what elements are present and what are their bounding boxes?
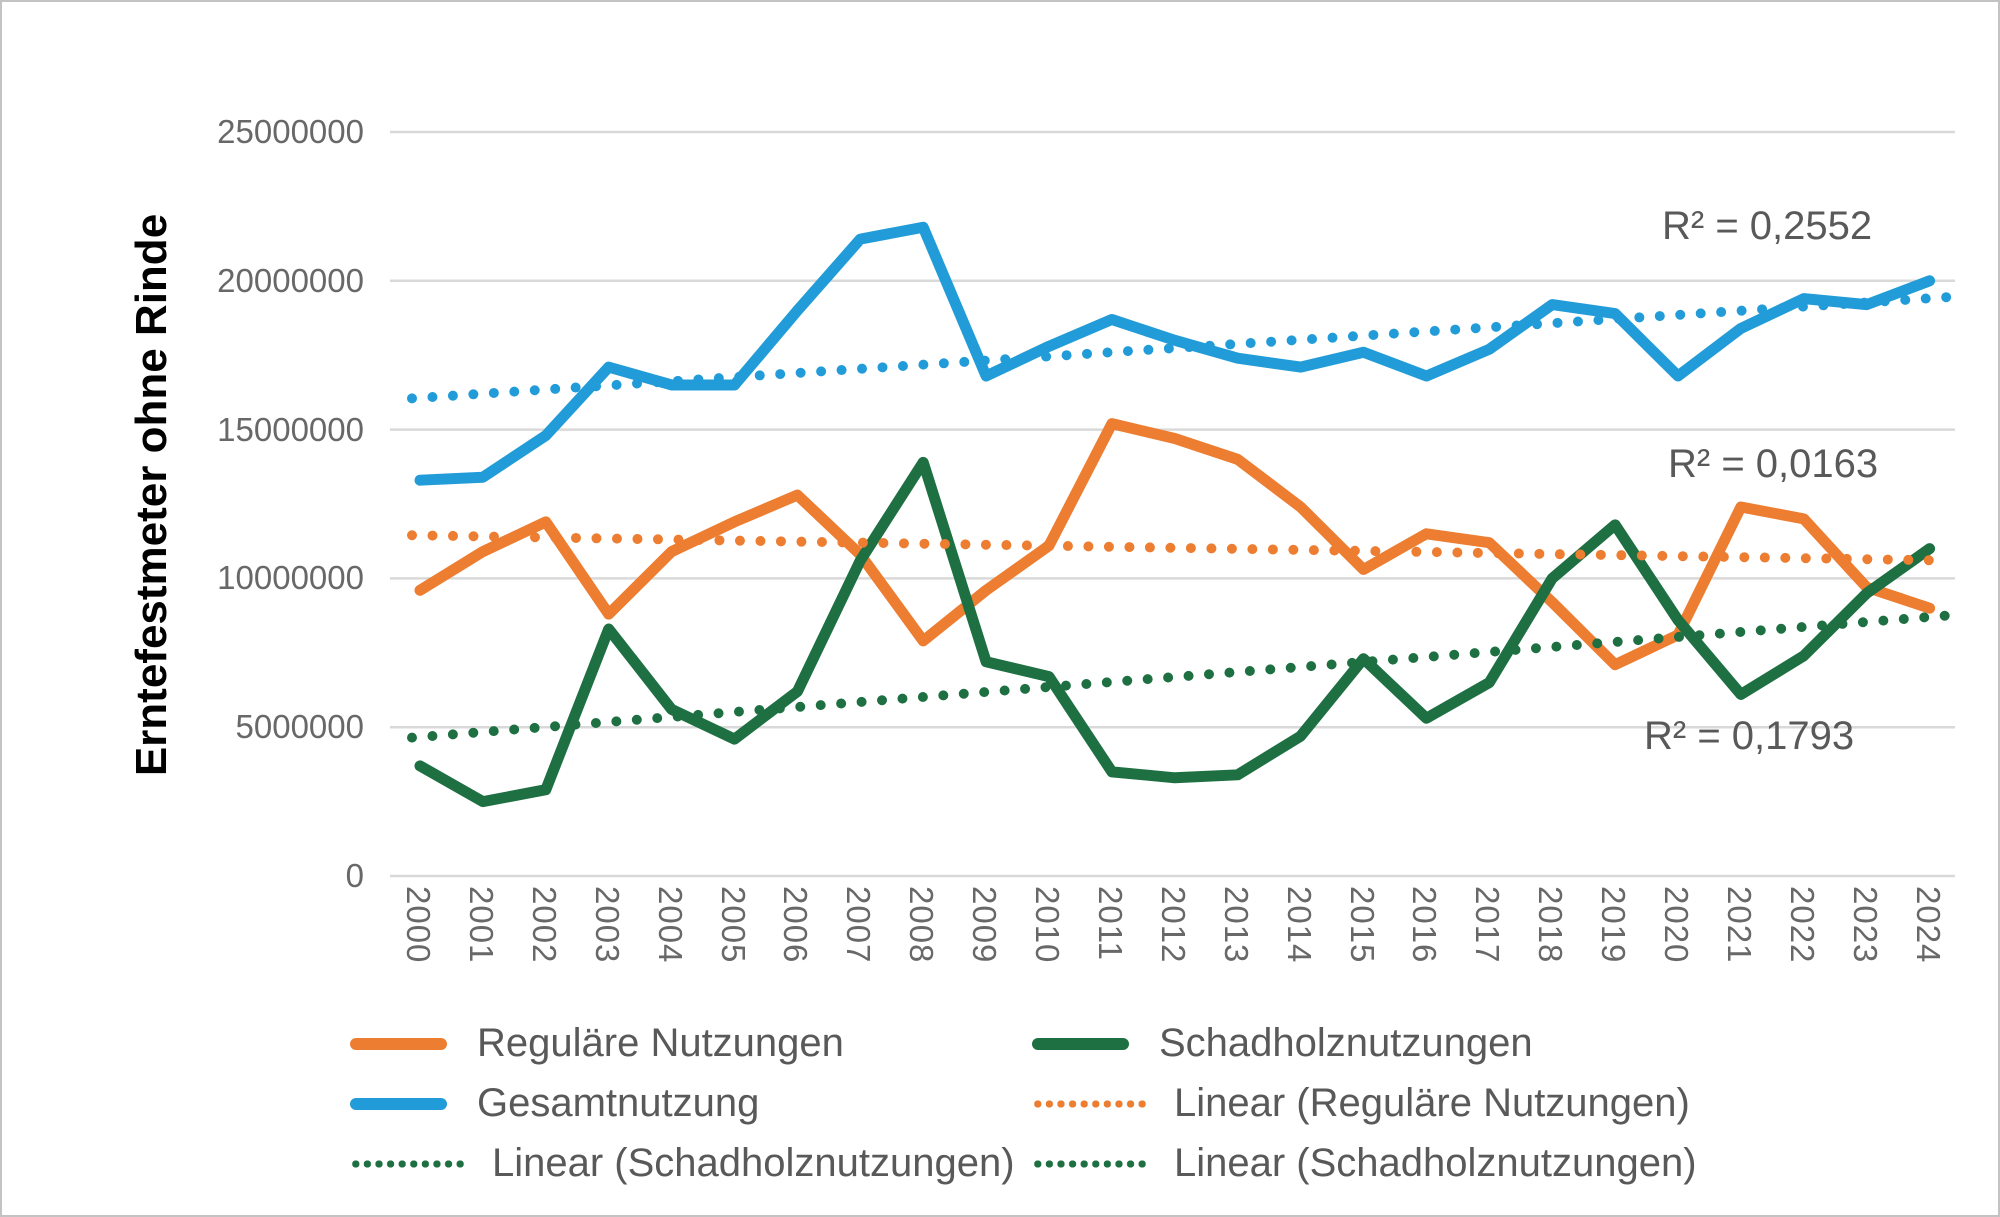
chart-legend: Reguläre Nutzungen Schadholznutzungen Ge… <box>350 1020 1790 1187</box>
x-tick-label: 2005 <box>714 886 752 964</box>
x-tick-label: 2016 <box>1406 886 1444 964</box>
x-tick-label: 2011 <box>1091 886 1129 961</box>
y-tick-label: 25000000 <box>217 113 364 150</box>
r2-annotation-gesamtnutzung: R² = 0,2552 <box>1662 204 1873 248</box>
legend-item-schadholznutzungen: Schadholznutzungen <box>1032 1020 1790 1067</box>
legend-item-linear-schadholz-2: Linear (Schadholznutzungen) <box>1032 1140 1790 1187</box>
x-tick-label: 2017 <box>1469 886 1507 964</box>
legend-marker-solid-line <box>350 1037 447 1050</box>
y-tick-label: 15000000 <box>217 410 364 448</box>
legend-label: Gesamtnutzung <box>477 1081 760 1125</box>
x-tick-label: 2006 <box>777 886 815 964</box>
x-tick-label: 2020 <box>1658 886 1695 964</box>
x-tick-label: 2019 <box>1595 886 1633 964</box>
x-tick-label: 2013 <box>1217 886 1255 964</box>
legend-marker-solid-line <box>350 1097 447 1110</box>
x-tick-label: 2022 <box>1783 886 1821 964</box>
x-tick-label: 2003 <box>588 886 626 964</box>
x-tick-label: 2009 <box>966 886 1004 964</box>
x-tick-label: 2021 <box>1720 886 1758 964</box>
series-line-gesamtnutzung <box>414 221 1936 486</box>
legend-marker-dotted-line <box>350 1157 466 1170</box>
y-tick-label: 10000000 <box>217 559 364 597</box>
x-tick-label: 2002 <box>525 886 563 964</box>
y-tick-label: 0 <box>345 857 364 894</box>
legend-marker-dotted-line <box>1032 1097 1148 1110</box>
x-tick-label: 2008 <box>903 886 941 964</box>
x-tick-label: 2000 <box>400 886 437 964</box>
legend-label: Linear (Reguläre Nutzungen) <box>1174 1081 1690 1125</box>
legend-label: Schadholznutzungen <box>1159 1021 1533 1065</box>
x-tick-label: 2024 <box>1909 886 1947 964</box>
r2-annotation-regulaere: R² = 0,0163 <box>1668 442 1879 486</box>
x-tick-label: 2015 <box>1343 886 1381 964</box>
x-tick-label: 2018 <box>1532 886 1570 964</box>
x-tick-label: 2007 <box>840 886 878 964</box>
x-tick-label: 2010 <box>1029 886 1066 964</box>
series-line-schadholznutzungen <box>414 456 1936 808</box>
x-tick-label: 2004 <box>651 886 689 964</box>
legend-item-gesamtnutzung: Gesamtnutzung <box>350 1080 1032 1127</box>
r2-annotation-schadholz: R² = 0,1793 <box>1644 714 1855 758</box>
x-tick-label: 2023 <box>1846 886 1884 964</box>
legend-marker-solid-line <box>1032 1037 1129 1050</box>
legend-label: Linear (Schadholznutzungen) <box>492 1141 1015 1185</box>
legend-item-linear-regulaere: Linear (Reguläre Nutzungen) <box>1032 1080 1790 1127</box>
y-tick-label: 5000000 <box>235 708 364 746</box>
x-tick-label: 2001 <box>462 886 500 964</box>
y-tick-label: 20000000 <box>217 261 364 299</box>
legend-item-linear-schadholz: Linear (Schadholznutzungen) <box>350 1140 1032 1187</box>
x-tick-label: 2012 <box>1154 886 1192 964</box>
legend-label: Reguläre Nutzungen <box>477 1021 844 1065</box>
legend-label: Linear (Schadholznutzungen) <box>1174 1141 1697 1185</box>
legend-marker-dotted-line <box>1032 1157 1148 1170</box>
x-tick-label: 2014 <box>1280 886 1318 964</box>
legend-item-regulaere-nutzungen: Reguläre Nutzungen <box>350 1020 1032 1067</box>
